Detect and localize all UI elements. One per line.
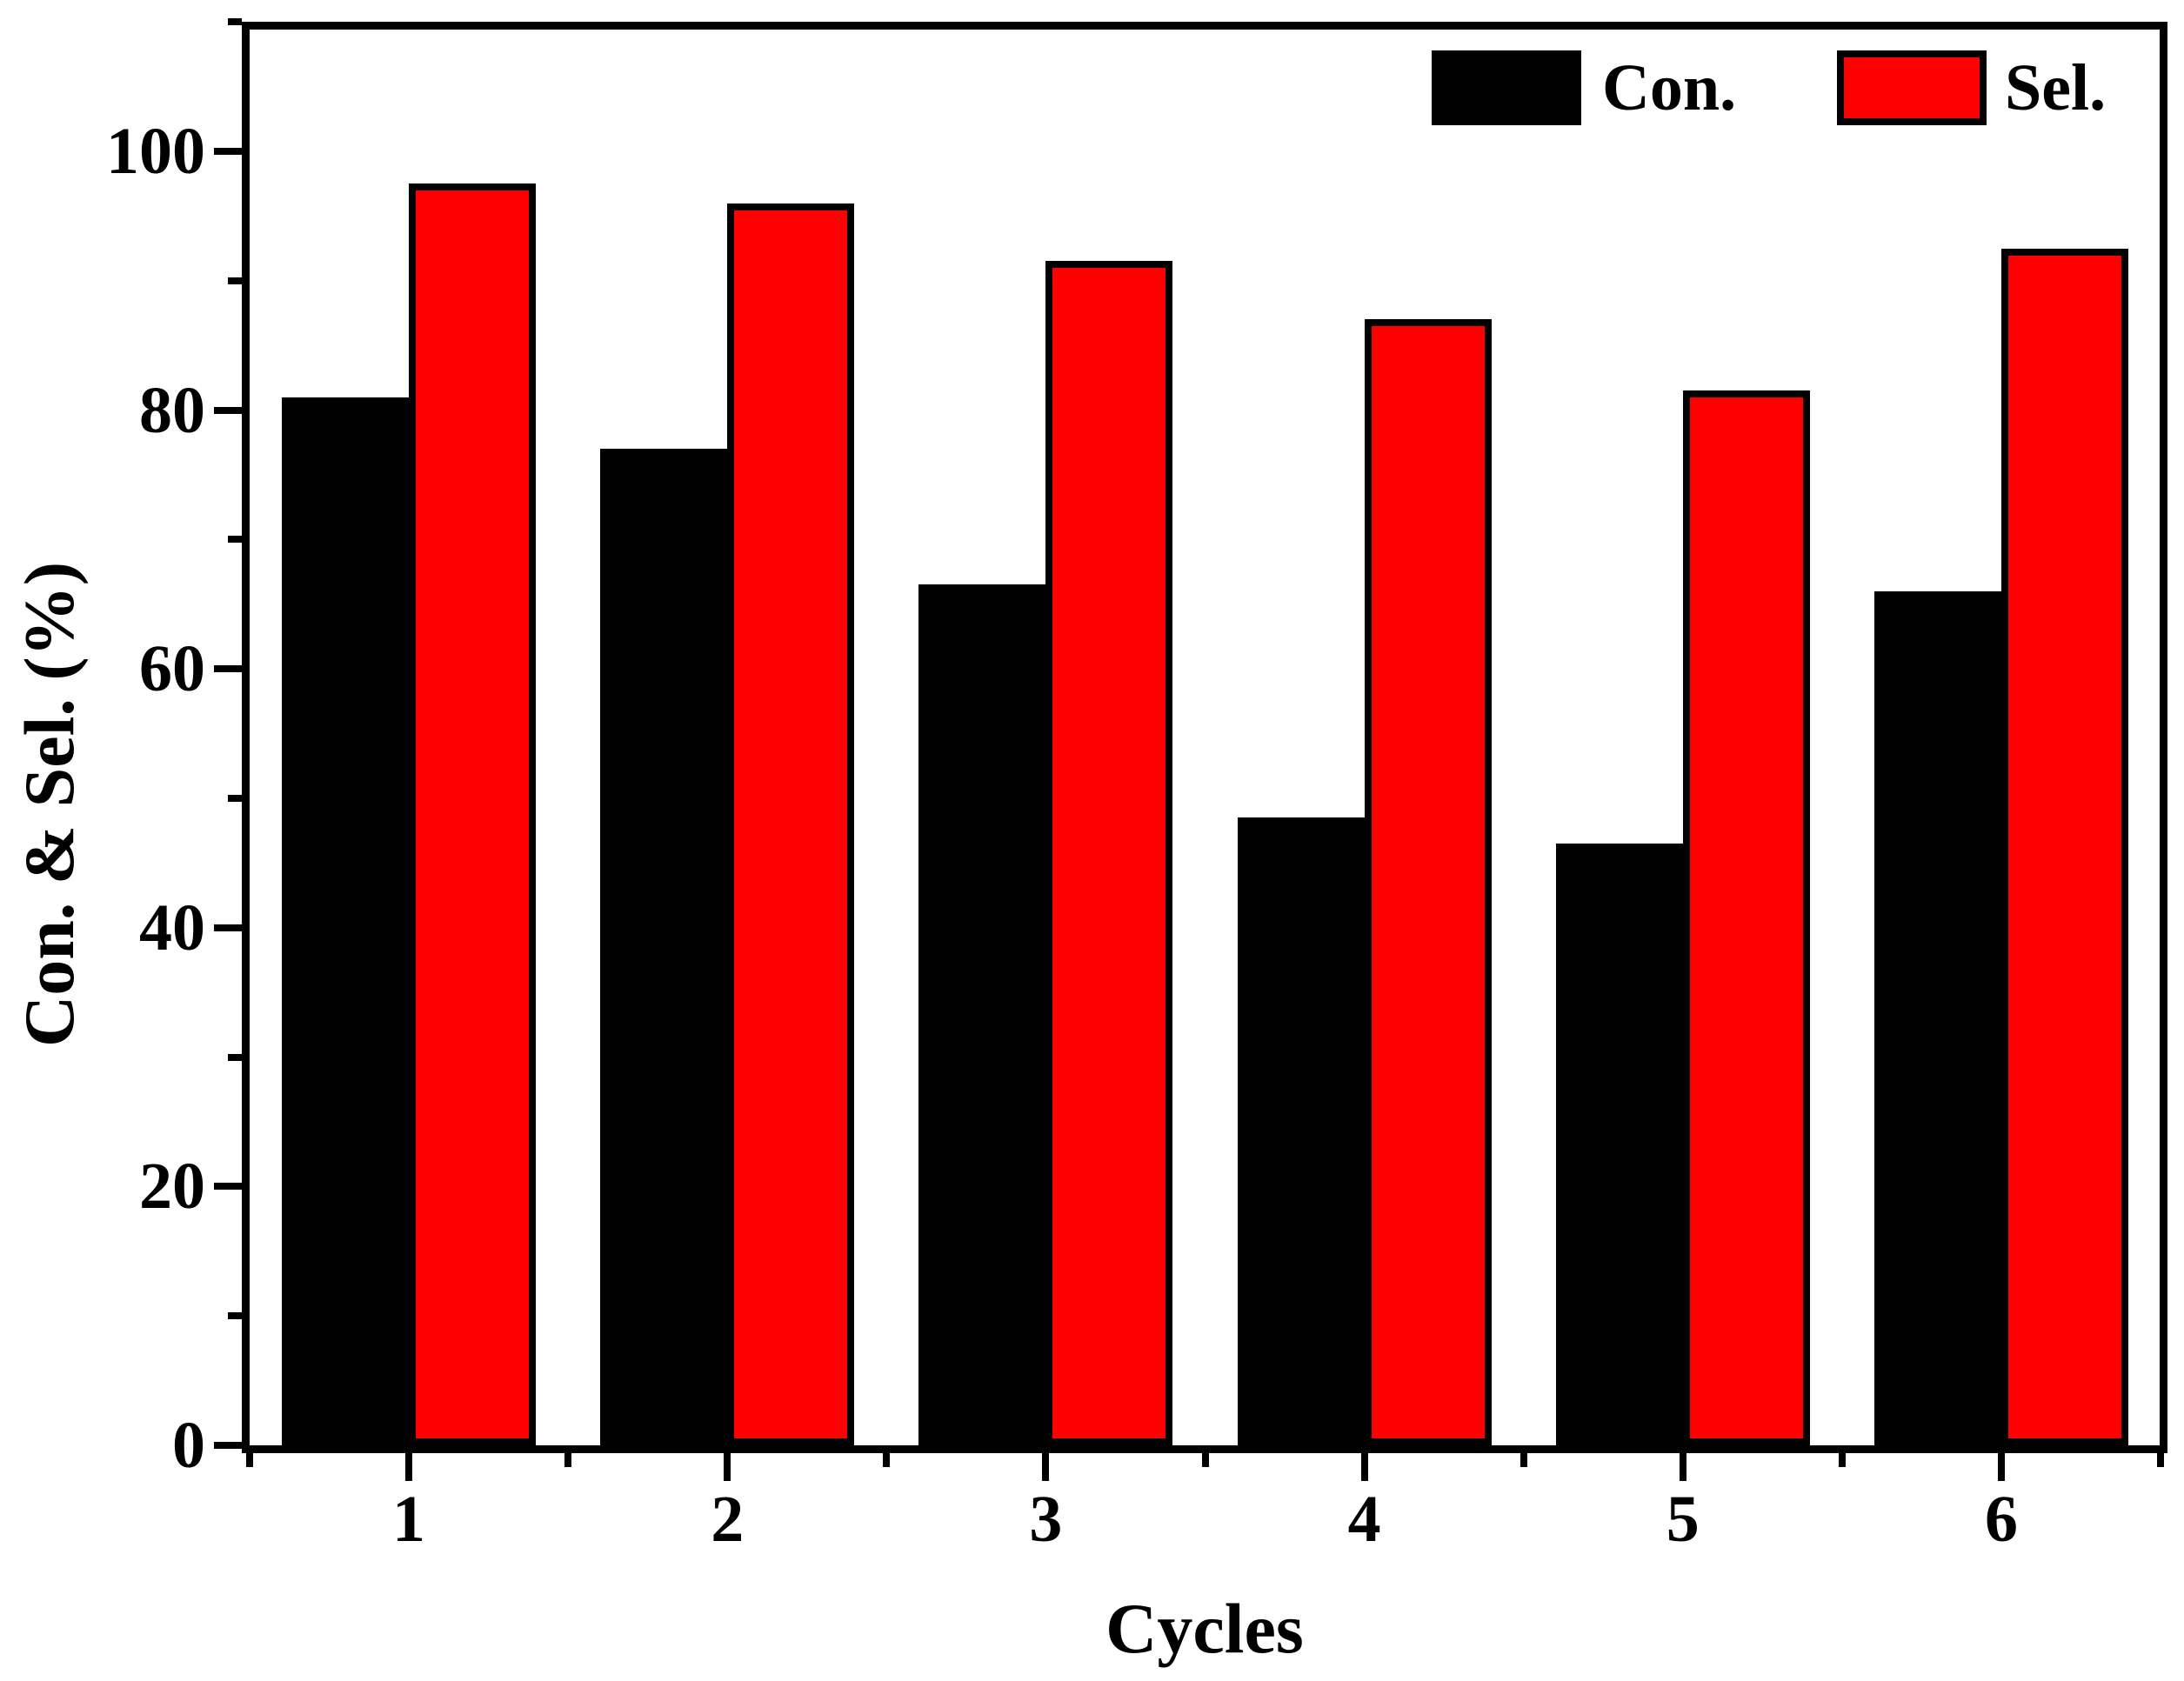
x-minor-tick-1 xyxy=(564,1453,572,1467)
y-minor-tick-70 xyxy=(228,536,242,544)
x-tick-label-3: 3 xyxy=(1029,1483,1063,1556)
legend-label-con: Con. xyxy=(1602,51,1737,124)
bar-sel-6 xyxy=(2001,248,2128,1445)
x-major-tick-1 xyxy=(405,1453,412,1481)
x-minor-tick-6 xyxy=(2157,1453,2165,1467)
legend-label-sel: Sel. xyxy=(2005,51,2107,124)
x-minor-tick-3 xyxy=(1201,1453,1209,1467)
y-major-tick-40 xyxy=(214,924,242,931)
bar-sel-2 xyxy=(727,203,855,1445)
y-minor-tick-30 xyxy=(228,1053,242,1061)
y-axis-title: Con. & Sel. (%) xyxy=(10,561,89,1048)
y-tick-label-80: 80 xyxy=(139,373,205,447)
bar-con-5 xyxy=(1555,844,1683,1445)
bar-con-1 xyxy=(282,397,409,1445)
bar-con-2 xyxy=(600,449,728,1445)
y-major-tick-0 xyxy=(214,1442,242,1449)
x-tick-label-6: 6 xyxy=(1985,1483,2018,1556)
x-axis-title: Cycles xyxy=(1105,1589,1304,1668)
legend-swatch-sel xyxy=(1837,50,1987,125)
y-tick-label-0: 0 xyxy=(172,1409,205,1482)
bar-sel-3 xyxy=(1045,261,1173,1445)
y-major-tick-80 xyxy=(214,406,242,414)
legend-swatch-con xyxy=(1432,50,1581,125)
x-tick-label-5: 5 xyxy=(1666,1483,1700,1556)
bar-sel-1 xyxy=(409,183,536,1445)
y-minor-tick-10 xyxy=(228,1312,242,1320)
y-major-tick-100 xyxy=(214,148,242,155)
x-minor-tick-2 xyxy=(883,1453,891,1467)
y-tick-label-60: 60 xyxy=(139,632,205,706)
x-minor-tick-5 xyxy=(1838,1453,1846,1467)
x-minor-tick-0 xyxy=(245,1453,253,1467)
y-tick-label-40: 40 xyxy=(139,891,205,964)
x-major-tick-4 xyxy=(1360,1453,1368,1481)
x-major-tick-2 xyxy=(724,1453,731,1481)
bar-sel-4 xyxy=(1364,319,1492,1445)
y-major-tick-20 xyxy=(214,1183,242,1191)
x-minor-tick-4 xyxy=(1519,1453,1527,1467)
bar-con-6 xyxy=(1874,590,2001,1445)
x-major-tick-3 xyxy=(1042,1453,1050,1481)
y-tick-label-100: 100 xyxy=(106,115,205,188)
x-tick-label-4: 4 xyxy=(1347,1483,1381,1556)
y-minor-tick-110 xyxy=(228,18,242,26)
x-major-tick-6 xyxy=(1998,1453,2005,1481)
x-tick-label-1: 1 xyxy=(392,1483,425,1556)
x-major-tick-5 xyxy=(1679,1453,1686,1481)
x-tick-label-2: 2 xyxy=(711,1483,745,1556)
y-tick-label-20: 20 xyxy=(139,1150,205,1224)
y-minor-tick-90 xyxy=(228,277,242,284)
y-minor-tick-50 xyxy=(228,795,242,802)
bar-con-3 xyxy=(918,584,1046,1445)
bar-sel-5 xyxy=(1682,390,1810,1445)
plot-frame xyxy=(242,22,2167,1453)
bar-con-4 xyxy=(1237,817,1365,1445)
y-major-tick-60 xyxy=(214,665,242,673)
